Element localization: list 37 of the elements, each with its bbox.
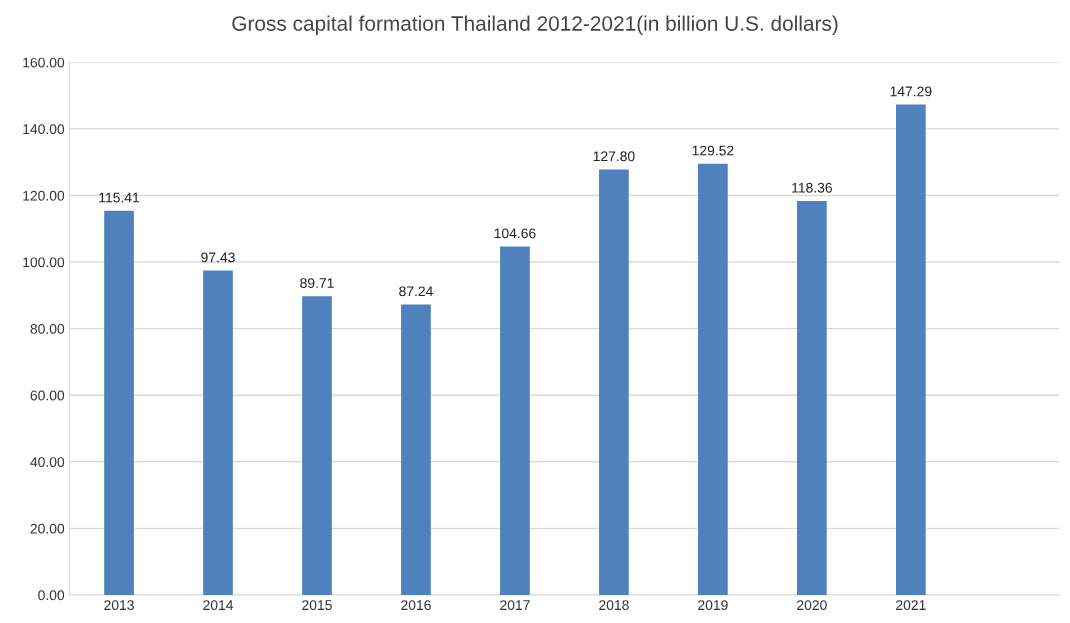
y-tick-label: 160.00 — [23, 57, 65, 68]
x-tick-label: 2020 — [797, 600, 827, 611]
y-tick-label: 0.00 — [38, 590, 65, 601]
bar — [599, 169, 629, 595]
y-tick-label: 120.00 — [23, 190, 65, 201]
bar — [302, 296, 332, 595]
y-tick-label: 20.00 — [30, 523, 65, 534]
bar — [104, 210, 134, 595]
chart-title: Gross capital formation Thailand 2012-2021(in billion U.S. dollars) — [232, 15, 838, 35]
data-label: 89.71 — [300, 278, 334, 289]
x-tick-label: 2021 — [896, 600, 926, 611]
y-tick-label: 140.00 — [23, 124, 65, 135]
data-label: 127.80 — [593, 151, 635, 162]
data-label: 147.29 — [890, 86, 932, 97]
data-label: 115.41 — [99, 192, 140, 203]
data-label: 129.52 — [692, 145, 734, 156]
data-label: 118.36 — [792, 182, 832, 193]
bar — [203, 270, 233, 595]
data-label: 104.66 — [494, 228, 536, 239]
x-tick-label: 2015 — [302, 600, 332, 611]
x-tick-label: 2014 — [203, 600, 234, 611]
bar — [895, 104, 926, 595]
y-tick-label: 40.00 — [30, 457, 65, 467]
x-tick-label: 2013 — [104, 600, 134, 611]
bar — [698, 163, 728, 595]
bar — [500, 246, 530, 595]
y-tick-label: 80.00 — [30, 323, 65, 334]
x-tick-label: 2018 — [599, 600, 629, 611]
x-tick-label: 2017 — [500, 600, 530, 611]
data-label: 97.43 — [201, 252, 235, 263]
data-label: 87.24 — [399, 286, 433, 297]
y-tick-label: 100.00 — [23, 257, 65, 268]
x-tick-label: 2016 — [401, 600, 431, 611]
bar — [797, 200, 827, 595]
bar — [401, 304, 431, 595]
x-tick-label: 2019 — [698, 600, 728, 611]
y-tick-label: 60.00 — [30, 390, 65, 401]
